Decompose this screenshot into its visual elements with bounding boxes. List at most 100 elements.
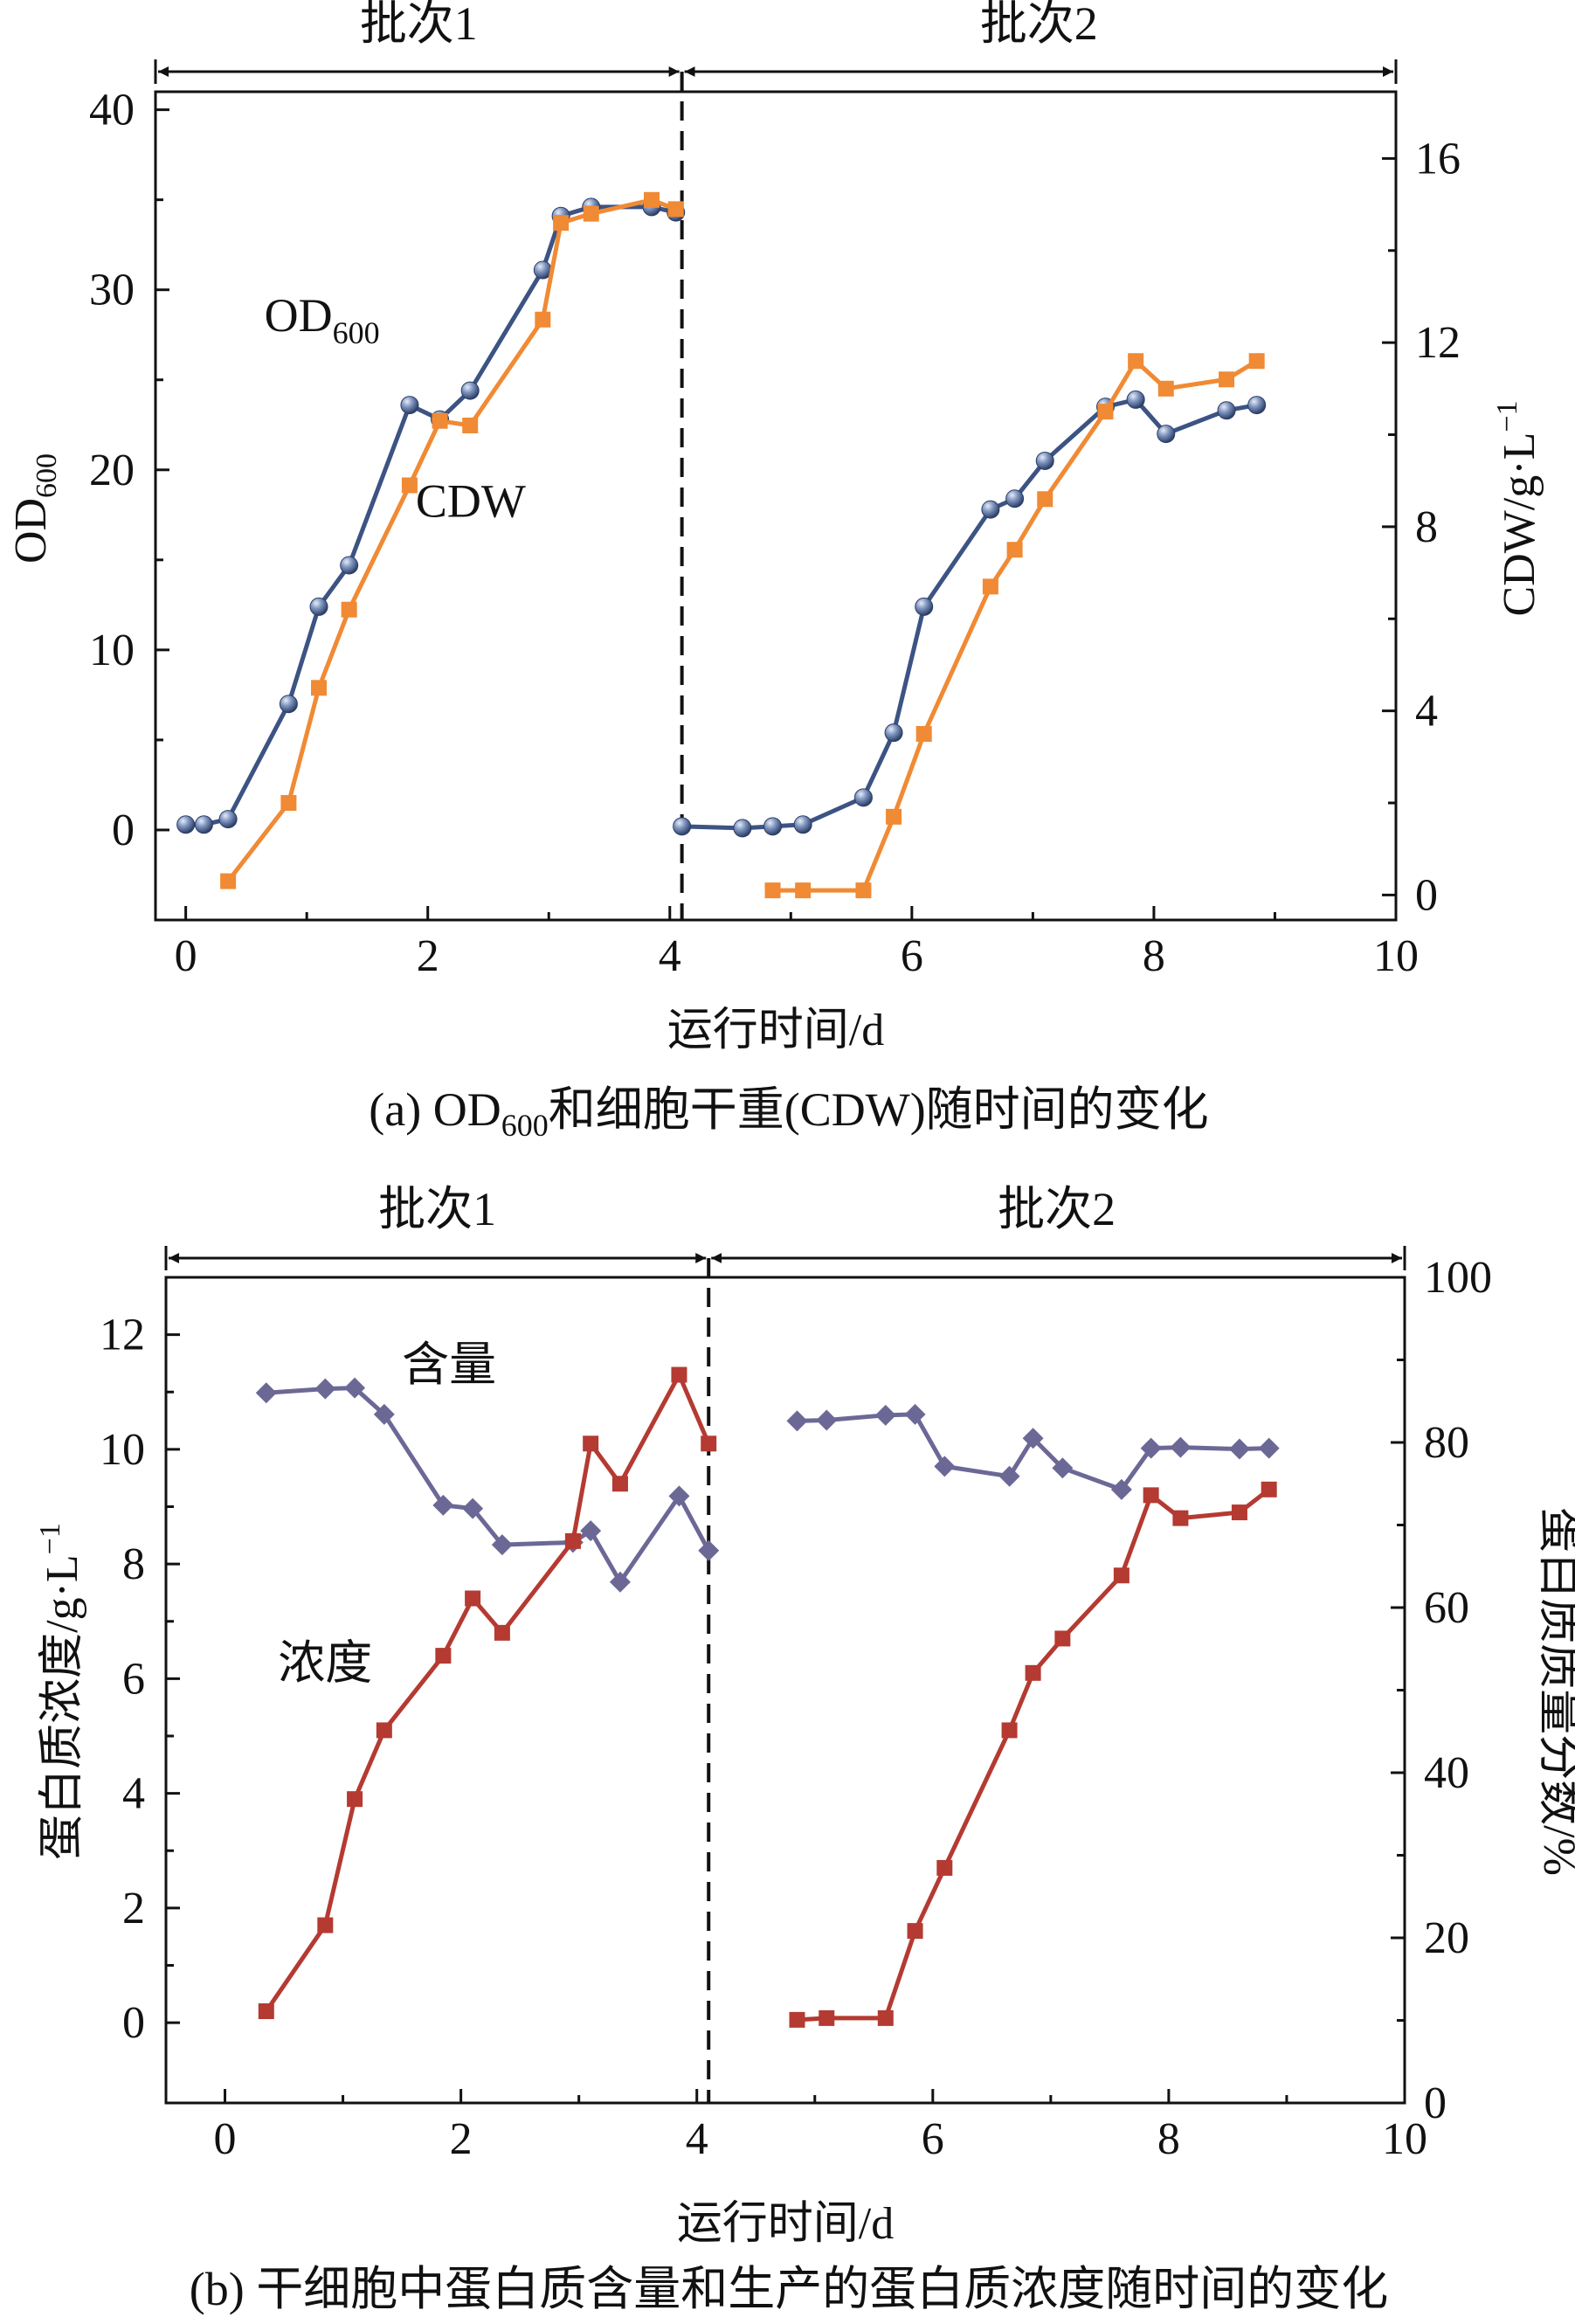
series-label-1: 含量 <box>402 1338 496 1391</box>
y-axis-title-b: 蛋白质浓度/g·L−1 <box>34 1523 87 1860</box>
y-tick-label: 4 <box>122 1769 145 1819</box>
od600-point <box>194 815 213 834</box>
x-axis-title-b: 运行时间/d <box>677 2199 894 2249</box>
y-tick-label: 30 <box>89 266 135 315</box>
y-tick-label: 8 <box>122 1539 145 1589</box>
content-point <box>1140 1437 1162 1459</box>
concentration-point <box>819 2009 835 2026</box>
series-group-a <box>176 191 1267 899</box>
content-point <box>1258 1437 1280 1459</box>
content-point <box>904 1403 926 1425</box>
cdw-point <box>795 882 812 899</box>
x-axis-title-a: 运行时间/d <box>667 1006 884 1055</box>
concentration-point <box>347 1791 363 1808</box>
cdw-point <box>982 578 998 595</box>
x-tick-label: 4 <box>659 931 681 981</box>
cdw-point <box>915 725 932 742</box>
x-tick-label: 8 <box>1157 2114 1180 2164</box>
concentration-point <box>671 1366 687 1383</box>
content-point <box>255 1382 277 1404</box>
content-point <box>1022 1428 1044 1449</box>
plot-frame-b <box>164 1276 1406 2105</box>
y2-axis-a: 0 4 8 12 16 <box>1382 134 1461 920</box>
content-point <box>698 1539 720 1561</box>
od600-point <box>309 597 328 616</box>
content-point <box>1052 1457 1074 1479</box>
od600-point <box>981 500 1000 519</box>
content-point <box>462 1497 484 1519</box>
series-label-2: CDW <box>416 474 526 527</box>
series-line-diamond-0 <box>266 1386 711 1585</box>
od600-point <box>673 817 692 836</box>
concentration-point <box>936 1859 953 1876</box>
y-axis-title-a: OD600 <box>6 453 63 564</box>
y-tick-label: 20 <box>89 446 135 495</box>
cdw-point <box>1219 371 1235 388</box>
concentration-point <box>611 1476 628 1492</box>
od600-point <box>1126 390 1145 409</box>
x-tick-label: 0 <box>175 931 197 981</box>
caption-b: (b) 干细胞中蛋白质含量和生产的蛋白质浓度随时间的变化 <box>190 2263 1388 2315</box>
y2-tick-label: 40 <box>1424 1748 1469 1798</box>
y2-axis-title-b: 蛋白质质量分数/% <box>1534 1507 1575 1876</box>
content-point <box>580 1520 602 1542</box>
concentration-point <box>789 2011 805 2028</box>
y-tick-label: 10 <box>89 626 135 675</box>
concentration-point <box>376 1722 392 1739</box>
batch-label-2: 批次2 <box>998 1183 1116 1235</box>
series-label-2: 浓度 <box>278 1636 372 1689</box>
content-point <box>491 1534 513 1556</box>
concentration-point <box>465 1590 481 1607</box>
cdw-point <box>462 417 479 433</box>
content-point <box>998 1465 1020 1487</box>
cdw-point <box>553 215 570 232</box>
y2-axis-b: 0 20 40 60 80 100 <box>1391 1253 1492 2128</box>
y2-tick-label: 12 <box>1415 318 1461 368</box>
x-tick-label: 8 <box>1143 931 1165 981</box>
cdw-point <box>667 201 684 218</box>
content-point <box>1110 1478 1132 1500</box>
od600-point <box>853 788 873 807</box>
batch-bar-b: 批次1 批次2 <box>164 1183 1406 1270</box>
concentration-point <box>583 1435 599 1452</box>
content-point <box>874 1404 896 1426</box>
concentration-point <box>1025 1664 1041 1681</box>
cdw-point <box>401 477 418 494</box>
y2-tick-label: 0 <box>1415 870 1438 920</box>
od600-point <box>733 819 752 838</box>
od600-point <box>218 810 238 829</box>
y2-tick-label: 16 <box>1415 134 1461 183</box>
batch-label-1: 批次1 <box>378 1183 496 1235</box>
concentration-point <box>907 1923 923 1940</box>
od600-point <box>1217 401 1236 420</box>
y-tick-label: 2 <box>122 1884 145 1933</box>
cdw-point <box>855 882 872 899</box>
concentration-point <box>1231 1504 1247 1521</box>
cdw-point <box>220 873 237 889</box>
x-tick-label: 10 <box>1382 2114 1427 2164</box>
series-line-square-2 <box>264 1373 711 2013</box>
y2-axis-title-a: CDW/g·L−1 <box>1491 400 1544 616</box>
od600-point <box>1247 396 1267 415</box>
y-axis-b: 0 2 4 6 8 10 12 <box>100 1311 180 2048</box>
cdw-point <box>1097 404 1114 420</box>
series-line-square-2 <box>226 197 677 883</box>
concentration-point <box>1261 1481 1277 1497</box>
concentration-point <box>317 1917 334 1933</box>
od600-point <box>176 815 196 834</box>
series-labels-a: OD600 CDW <box>265 289 526 527</box>
cdw-point <box>1037 491 1053 508</box>
od600-point <box>279 695 298 714</box>
cdw-point <box>1157 380 1174 397</box>
cdw-point <box>341 601 357 618</box>
content-point <box>934 1456 956 1477</box>
y-tick-label: 6 <box>122 1654 145 1704</box>
cdw-point <box>432 412 448 429</box>
concentration-point <box>701 1435 717 1452</box>
y-axis-a: 0 10 20 30 40 <box>89 86 169 855</box>
concentration-point <box>1001 1722 1018 1739</box>
content-point <box>668 1485 690 1507</box>
caption-a: (a) OD600和细胞干重(CDW)随时间的变化 <box>369 1083 1208 1143</box>
series-label-1: OD600 <box>265 289 380 350</box>
